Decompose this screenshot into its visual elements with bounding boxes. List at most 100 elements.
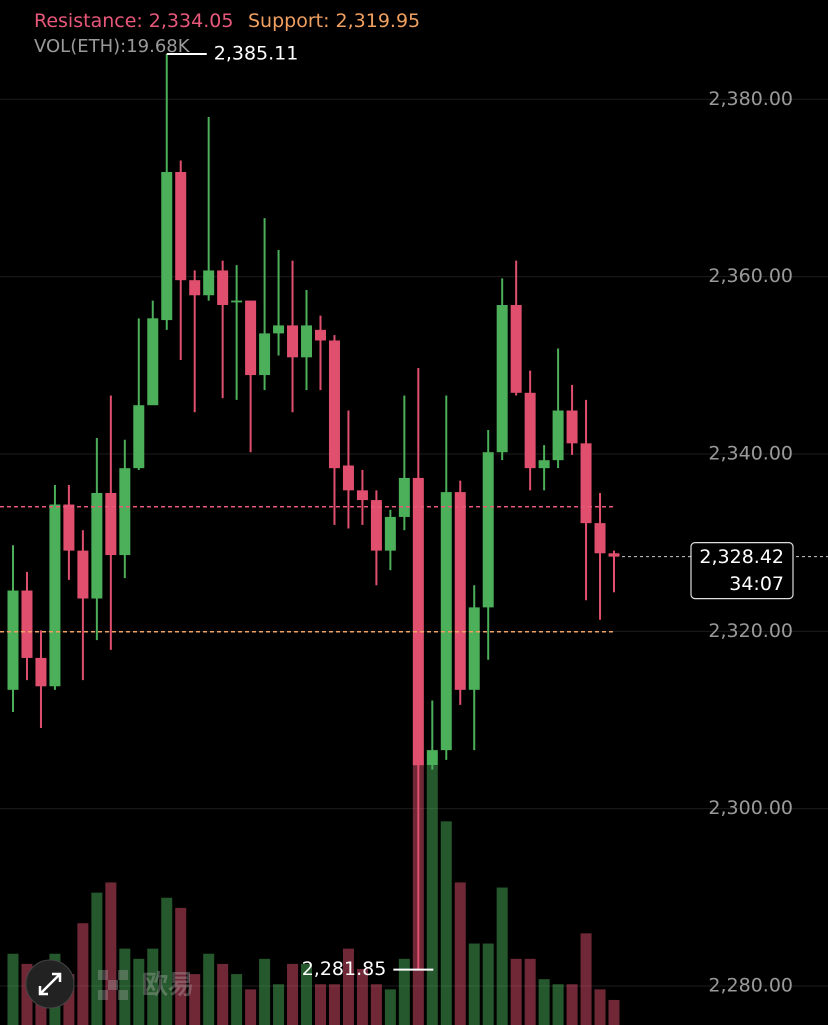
volume-bar	[105, 882, 117, 1025]
y-tick-label: 2,280.00	[708, 974, 793, 996]
candle-body	[468, 607, 480, 690]
volume-bar	[7, 953, 19, 1025]
volume-bar	[259, 958, 271, 1025]
candle-body	[287, 325, 299, 358]
low-marker-label: 2,281.85	[302, 958, 387, 980]
countdown-label: 34:07	[729, 573, 784, 595]
candle-body	[77, 550, 89, 599]
volume-bar	[370, 984, 382, 1025]
volume-bar	[175, 907, 187, 1025]
candle-body	[314, 329, 326, 341]
candle-body	[217, 270, 229, 306]
watermark-text: 欧易	[142, 970, 194, 1001]
volume-bar	[510, 958, 522, 1025]
candle-body	[356, 490, 368, 501]
candle-body	[273, 325, 285, 334]
candle-body	[259, 333, 271, 376]
candle-body	[496, 305, 508, 453]
candle-body	[594, 523, 606, 554]
volume-bar	[314, 984, 326, 1025]
volume-bar	[608, 999, 620, 1025]
volume-label: VOL(ETH):19.68K	[34, 36, 191, 57]
y-tick-label: 2,340.00	[708, 442, 793, 464]
logo-square	[118, 970, 128, 980]
candle-body	[21, 590, 33, 658]
volume-bar	[356, 969, 368, 1025]
watermark: 欧易	[98, 970, 194, 1001]
logo-square	[108, 980, 118, 990]
volume-bar	[273, 984, 285, 1025]
candle-body	[454, 492, 466, 690]
volume-bar	[566, 984, 578, 1025]
logo-square	[98, 990, 108, 1000]
candle-body	[133, 405, 145, 469]
candle-body	[482, 452, 494, 608]
resistance-name: Resistance:	[34, 10, 143, 32]
candle-body	[608, 553, 620, 557]
overlay: Resistance: 2,334.05 Support: 2,319.95 VOL(E…	[0, 10, 828, 980]
volume-bar	[77, 923, 89, 1025]
candle-body	[231, 300, 243, 303]
candle-body	[412, 477, 424, 766]
volume-bar	[287, 963, 299, 1025]
candle-body	[328, 340, 340, 469]
volume-bar	[245, 989, 257, 1025]
volume-bar	[91, 892, 103, 1025]
volume-bars	[7, 760, 620, 1025]
volume-bar	[538, 979, 550, 1025]
candle-body	[510, 305, 522, 393]
volume-bar	[203, 953, 215, 1025]
zoom-button[interactable]	[25, 959, 75, 1009]
y-tick-label: 2,380.00	[708, 88, 793, 110]
volume-bar	[496, 887, 508, 1025]
candles	[7, 53, 620, 970]
volume-bar	[119, 948, 131, 1025]
candle-body	[245, 300, 257, 376]
candle-body	[203, 270, 215, 296]
volume-bar	[468, 943, 480, 1025]
candle-body	[301, 325, 313, 358]
candle-body	[63, 504, 75, 551]
resistance-value: 2,334.05	[149, 10, 234, 32]
resistance-label: Resistance: 2,334.05	[34, 10, 233, 32]
volume-bar	[147, 948, 159, 1025]
candle-body	[538, 460, 550, 469]
volume-bar	[189, 974, 201, 1025]
volume-bar	[133, 958, 145, 1025]
high-marker-label: 2,385.11	[214, 42, 299, 64]
support-value: 2,319.95	[336, 10, 421, 32]
volume-bar	[384, 989, 396, 1025]
candle-body	[147, 318, 159, 406]
volume-bar	[231, 974, 243, 1025]
volume-bar	[594, 989, 606, 1025]
candle-body	[91, 492, 103, 599]
support-name: Support:	[248, 10, 330, 32]
candle-body	[580, 443, 592, 524]
candle-body	[7, 590, 19, 690]
candle-body	[189, 280, 201, 296]
volume-bar	[552, 984, 564, 1025]
candle-body	[370, 500, 382, 551]
y-tick-label: 2,360.00	[708, 265, 793, 287]
logo-square	[98, 970, 108, 980]
volume-bar	[580, 933, 592, 1025]
volume-bar	[482, 943, 494, 1025]
volume-bar	[21, 963, 33, 1025]
candle-body	[552, 410, 564, 461]
candle-body	[426, 750, 438, 766]
volume-bar	[328, 984, 340, 1025]
zoom-icon	[38, 972, 62, 996]
candle-body	[119, 468, 131, 556]
candle-body	[35, 657, 47, 687]
y-tick-label: 2,320.00	[708, 620, 793, 642]
volume-bar	[342, 948, 354, 1025]
volume-bar	[217, 963, 229, 1025]
volume-bar	[398, 958, 410, 1025]
candle-body	[105, 492, 117, 556]
candle-body	[175, 172, 187, 281]
last-price-label: 2,328.42	[699, 546, 784, 568]
logo-square	[118, 990, 128, 1000]
volume-bar	[301, 963, 313, 1025]
volume-bar	[161, 897, 173, 1025]
